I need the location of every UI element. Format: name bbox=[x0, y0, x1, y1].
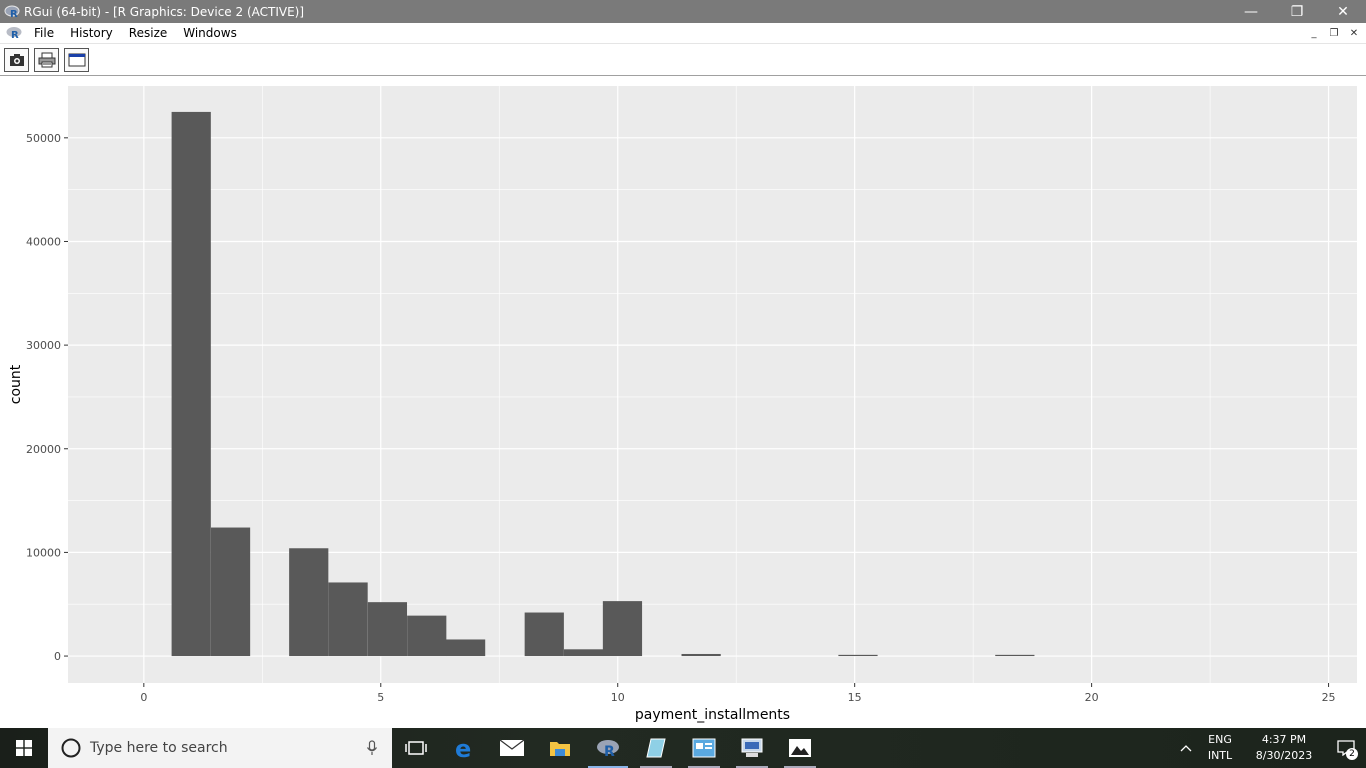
taskbar-app-remote-desktop[interactable] bbox=[728, 728, 776, 768]
x-tick-label: 25 bbox=[1322, 691, 1336, 704]
remote-desktop-icon bbox=[741, 738, 763, 757]
mdi-restore-button[interactable]: ❐ bbox=[1329, 27, 1339, 39]
y-tick-label: 0 bbox=[54, 650, 61, 663]
mdi-close-button[interactable]: ✕ bbox=[1349, 27, 1359, 39]
chevron-up-icon bbox=[1180, 745, 1192, 752]
histogram-bar bbox=[602, 601, 643, 657]
action-center-button[interactable]: 2 bbox=[1326, 728, 1366, 768]
taskbar-app-mail[interactable] bbox=[488, 728, 536, 768]
y-tick-label: 30000 bbox=[26, 339, 61, 352]
input-language-indicator[interactable]: ENG INTL bbox=[1198, 732, 1242, 764]
rgui-app-icon: R bbox=[4, 5, 20, 20]
search-icon bbox=[61, 738, 81, 758]
x-tick-label: 5 bbox=[377, 691, 384, 704]
keyboard-layout: INTL bbox=[1207, 749, 1233, 762]
y-tick-label: 50000 bbox=[26, 132, 61, 145]
menu-resize[interactable]: Resize bbox=[128, 26, 168, 40]
taskbar-clock[interactable]: 4:37 PM 8/30/2023 bbox=[1242, 732, 1326, 764]
menu-file[interactable]: File bbox=[34, 26, 55, 40]
search-placeholder: Type here to search bbox=[90, 740, 228, 756]
taskbar-app-rgui[interactable]: R bbox=[584, 728, 632, 768]
taskbar-app-photos[interactable] bbox=[776, 728, 824, 768]
histogram-bar bbox=[407, 615, 447, 657]
y-tick-label: 20000 bbox=[26, 443, 61, 456]
y-axis-ticks: 0 10000 20000 30000 40000 50000 bbox=[26, 132, 68, 663]
plot-panel bbox=[68, 86, 1357, 683]
maximize-button[interactable]: ❐ bbox=[1290, 3, 1304, 20]
menu-history[interactable]: History bbox=[70, 26, 113, 40]
copy-to-clipboard-button[interactable] bbox=[4, 47, 29, 72]
printer-icon bbox=[38, 52, 55, 67]
microphone-icon[interactable] bbox=[366, 740, 378, 756]
control-panel-icon bbox=[692, 738, 716, 758]
histogram-bar bbox=[838, 654, 878, 657]
x-tick-label: 0 bbox=[140, 691, 147, 704]
close-button[interactable]: ✕ bbox=[1337, 3, 1349, 20]
menu-windows[interactable]: Windows bbox=[183, 26, 237, 40]
histogram-bar bbox=[328, 582, 368, 657]
svg-text:R: R bbox=[10, 9, 18, 20]
histogram-bar bbox=[995, 654, 1035, 657]
histogram-bar bbox=[524, 612, 564, 657]
camera-icon bbox=[9, 53, 24, 66]
histogram-bar bbox=[445, 639, 486, 657]
mail-icon bbox=[499, 739, 525, 756]
y-tick-label: 40000 bbox=[26, 235, 61, 248]
histogram-chart: 0 10000 20000 30000 40000 50000 0 5 10 15 20 25 pa… bbox=[8, 86, 1357, 723]
toolbar bbox=[0, 43, 1366, 76]
histogram-bar bbox=[171, 111, 211, 657]
taskbar-app-edge[interactable]: e bbox=[440, 728, 488, 768]
svg-text:R: R bbox=[604, 744, 615, 758]
minor-gridlines bbox=[68, 86, 1357, 683]
histogram-bars bbox=[171, 111, 1035, 657]
mdi-controls: _ ❐ ✕ bbox=[1304, 23, 1364, 43]
start-button[interactable] bbox=[0, 728, 48, 768]
edge-icon: e bbox=[455, 737, 471, 759]
task-view-icon bbox=[405, 741, 427, 755]
taskbar-app-control-panel[interactable] bbox=[680, 728, 728, 768]
r-logo-icon[interactable]: R bbox=[6, 26, 22, 40]
x-tick-label: 10 bbox=[611, 691, 625, 704]
mdi-minimize-button[interactable]: _ bbox=[1311, 27, 1317, 39]
histogram-bar bbox=[367, 602, 408, 657]
show-hidden-icons-button[interactable] bbox=[1174, 741, 1198, 755]
task-view-button[interactable] bbox=[392, 728, 440, 768]
svg-text:R: R bbox=[11, 30, 19, 40]
system-tray: ENG INTL 4:37 PM 8/30/2023 2 bbox=[1174, 728, 1366, 768]
taskbar-app-file-explorer[interactable] bbox=[536, 728, 584, 768]
photos-icon bbox=[789, 739, 811, 757]
y-axis-label: count bbox=[8, 364, 24, 404]
console-window-button[interactable] bbox=[64, 47, 89, 72]
notification-icon bbox=[1337, 740, 1355, 756]
x-axis-label: payment_installments bbox=[635, 707, 790, 723]
file-explorer-icon bbox=[550, 742, 570, 756]
svg-text:e: e bbox=[455, 737, 471, 759]
y-tick-label: 10000 bbox=[26, 546, 61, 559]
histogram-bar bbox=[681, 653, 721, 657]
taskbar-search-input[interactable]: Type here to search bbox=[48, 728, 392, 768]
language-code: ENG bbox=[1208, 733, 1232, 746]
print-button[interactable] bbox=[34, 47, 59, 72]
window-title: RGui (64-bit) - [R Graphics: Device 2 (A… bbox=[24, 4, 305, 19]
x-tick-label: 20 bbox=[1085, 691, 1099, 704]
windows-logo-icon bbox=[16, 740, 32, 756]
clock-time: 4:37 PM bbox=[1261, 733, 1307, 746]
histogram-bar bbox=[210, 527, 251, 657]
histogram-bar bbox=[563, 649, 604, 657]
menu-bar: R File History Resize Windows _ ❐ ✕ bbox=[0, 23, 1366, 43]
notification-count-badge: 2 bbox=[1346, 748, 1358, 760]
clock-date: 8/30/2023 bbox=[1255, 749, 1313, 762]
x-tick-label: 15 bbox=[848, 691, 862, 704]
minimize-button[interactable]: — bbox=[1244, 3, 1258, 20]
notepad-icon bbox=[646, 738, 666, 758]
console-window-icon bbox=[68, 53, 85, 66]
x-axis-ticks: 0 5 10 15 20 25 bbox=[140, 683, 1336, 704]
taskbar-app-notepad[interactable] bbox=[632, 728, 680, 768]
histogram-bar bbox=[289, 548, 329, 657]
window-title-bar[interactable]: R RGui (64-bit) - [R Graphics: Device 2 … bbox=[0, 0, 1366, 23]
graphics-device-area: 0 10000 20000 30000 40000 50000 0 5 10 15 20 25 pa… bbox=[0, 77, 1366, 728]
windows-taskbar: Type here to search e R bbox=[0, 728, 1366, 768]
window-controls: — ❐ ✕ bbox=[1228, 0, 1366, 23]
r-gui-icon: R bbox=[597, 740, 619, 758]
